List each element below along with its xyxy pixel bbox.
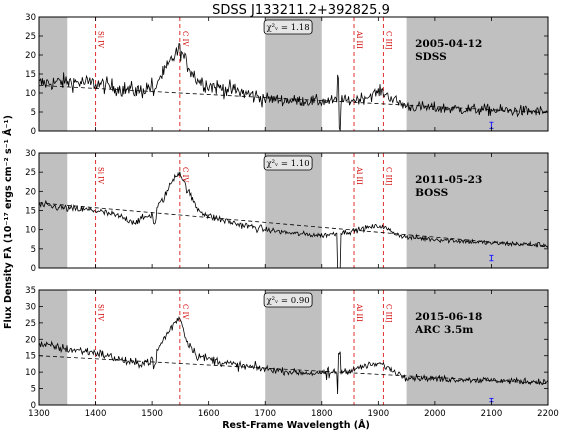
emission-line-label: Al III <box>355 166 363 185</box>
emission-line-label: Si IV <box>97 31 105 49</box>
shaded-region <box>406 17 548 131</box>
y-tick-label: 35 <box>25 286 36 296</box>
epoch-date: 2005-04-12 <box>415 38 482 50</box>
epoch-date: 2015-06-18 <box>415 311 482 323</box>
x-tick-label: 1900 <box>368 409 390 419</box>
emission-line-label: C III] <box>384 31 392 50</box>
spectrum-line <box>38 171 549 269</box>
y-tick-label: 25 <box>25 32 36 42</box>
panel-frame <box>38 289 549 406</box>
y-tick-label: 25 <box>25 168 36 178</box>
y-tick-label: 15 <box>25 70 36 80</box>
shaded-region <box>406 153 548 268</box>
emission-line-label: C III] <box>384 304 392 323</box>
y-tick-label: 30 <box>25 302 36 312</box>
figure-title: SDSS J133211.2+392825.9 <box>212 3 390 18</box>
y-tick-label: 30 <box>25 149 36 159</box>
emission-line-label: C III] <box>384 167 392 186</box>
shaded-region <box>265 290 322 405</box>
y-tick-label: 10 <box>25 226 36 236</box>
chi2-box <box>263 19 313 35</box>
emission-line-label: Si IV <box>97 167 105 185</box>
y-tick-label: 10 <box>25 368 36 378</box>
y-tick-label: 0 <box>31 401 36 411</box>
chi2-box <box>263 292 313 308</box>
y-tick-label: 25 <box>25 319 36 329</box>
panels-group: Si IV C IV Al III C III] 0 5 10 15 20 25 30 χ²ᵥ = 1… <box>25 13 559 419</box>
continuum-fit <box>38 355 549 385</box>
spectrum-line <box>38 42 549 131</box>
panel-2: Si IV C IV Al III C III] 0 5 10 15 20 25 30 χ²ᵥ = 1… <box>25 149 549 274</box>
x-tick-label: 1500 <box>141 409 163 419</box>
emission-line-label: Al III <box>355 303 363 322</box>
x-axis-label: Rest-Frame Wavelength (Å) <box>222 420 370 431</box>
y-tick-label: 15 <box>25 207 36 217</box>
emission-line-label: Al III <box>355 30 363 49</box>
x-tick-label: 1400 <box>85 409 107 419</box>
continuum-fit <box>38 202 549 248</box>
y-tick-label: 0 <box>31 264 36 274</box>
x-tick-label: 1700 <box>254 409 276 419</box>
spectrum-line <box>38 315 549 395</box>
epoch-date: 2011-05-23 <box>415 174 482 186</box>
continuum-fit <box>38 85 549 114</box>
shaded-region <box>39 17 68 131</box>
chi2-label: χ²ᵥ = 0.90 <box>266 296 309 306</box>
y-tick-label: 15 <box>25 352 36 362</box>
y-tick-label: 30 <box>25 13 36 23</box>
y-axis-label: Flux Density Fλ (10⁻¹⁷ ergs cm⁻² s⁻¹ Å⁻¹… <box>3 115 14 329</box>
instrument-name: ARC 3.5m <box>414 324 473 336</box>
shaded-region <box>265 17 322 131</box>
emission-line-label: C IV <box>181 167 189 183</box>
shaded-region <box>406 290 548 405</box>
y-tick-label: 5 <box>31 108 36 118</box>
y-tick-label: 20 <box>25 187 36 197</box>
y-tick-label: 5 <box>31 385 36 395</box>
x-tick-label: 1600 <box>198 409 220 419</box>
x-tick-label: 2100 <box>481 409 503 419</box>
instrument-name: BOSS <box>415 187 448 199</box>
chi2-box <box>263 155 313 171</box>
panel-3: Si IV C IV Al III C III] 0 5 10 15 20 25 30 35 1300 1… <box>25 286 559 419</box>
x-tick-label: 1300 <box>28 409 50 419</box>
x-tick-label: 2200 <box>537 409 559 419</box>
chi2-label: χ²ᵥ = 1.10 <box>266 159 309 169</box>
x-tick-label: 2000 <box>424 409 446 419</box>
x-tick-label: 1800 <box>311 409 333 419</box>
y-tick-label: 0 <box>31 127 36 137</box>
emission-line-label: Si IV <box>97 304 105 322</box>
shaded-region <box>265 153 322 268</box>
y-tick-label: 10 <box>25 89 36 99</box>
panel-1: Si IV C IV Al III C III] 0 5 10 15 20 25 30 χ²ᵥ = 1… <box>25 13 549 137</box>
instrument-name: SDSS <box>415 51 447 63</box>
y-tick-label: 5 <box>31 245 36 255</box>
emission-line-label: C IV <box>181 31 189 47</box>
y-tick-label: 20 <box>25 51 36 61</box>
chi2-label: χ²ᵥ = 1.18 <box>266 23 309 33</box>
y-tick-label: 20 <box>25 335 36 345</box>
emission-line-label: C IV <box>181 304 189 320</box>
shaded-region <box>39 153 68 268</box>
